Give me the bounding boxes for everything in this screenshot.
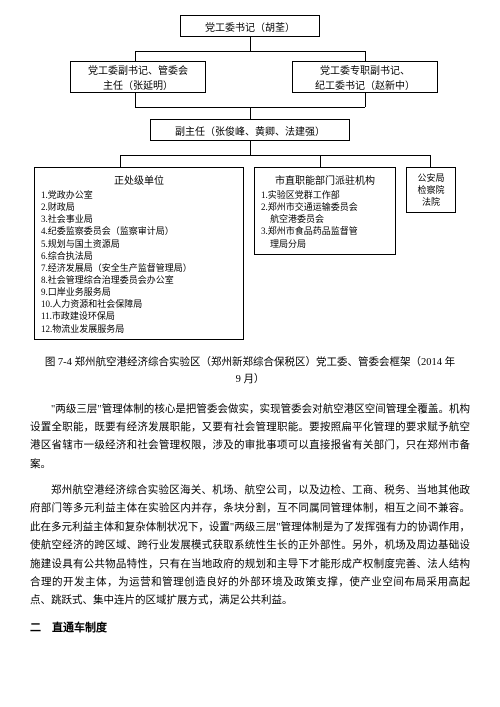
unit-item: 5.规划与国土资源局 [41,238,237,250]
unit-item: 3.社会事业局 [41,213,237,225]
connector [250,107,251,119]
figure-caption: 图 7-4 郑州航空港经济综合实验区（郑州新郑综合保税区）党工委、管委会框架（2… [30,355,470,389]
node-label-l2: 纪工委书记（赵新中） [315,77,415,92]
connector [430,155,431,167]
node-label: 党工委书记（胡荃） [205,19,295,34]
node-vice-director: 副主任（张俊峰、黄卿、法建强） [150,119,350,141]
connector [320,155,321,167]
unit-item: 9.口岸业务服务局 [41,286,237,298]
caption-line-2: 9 月） [236,374,265,385]
unit-item: 11.市政建设环保局 [41,310,237,322]
unit-item: 2.郑州市交通运输委员会 [261,201,389,213]
node-deputy-left: 党工委副书记、管委会 主任（张延明） [70,61,206,93]
unit-item: 1.实验区党群工作部 [261,189,389,201]
unit-item: 12.物流业发展服务局 [41,323,237,335]
node-secretary: 党工委书记（胡荃） [180,15,320,37]
unit-item: 4.纪委监察委员会（监察审计局） [41,225,237,237]
unit-item: 8.社会管理综合治理委员会办公室 [41,274,237,286]
node-units-dispatched: 市直职能部门派驻机构 1.实验区党群工作部 2.郑州市交通运输委员会 航空港委员… [254,167,396,255]
connector [250,141,251,155]
connector [365,51,366,61]
node-label-l2: 主任（张延明） [103,77,173,92]
unit-title: 市直职能部门派驻机构 [261,172,389,187]
unit-item: 航空港委员会 [261,213,389,225]
node-label-l1: 党工委专职副书记、 [320,62,410,77]
caption-line-1: 图 7-4 郑州航空港经济综合实验区（郑州新郑综合保税区）党工委、管委会框架（2… [45,357,455,368]
connector [120,155,121,167]
unit-item: 理局分局 [261,238,389,250]
body-paragraph-2: 郑州航空港经济综合实验区海关、机场、航空公司，以及边检、工商、税务、当地其他政府… [30,482,470,611]
node-deputy-right: 党工委专职副书记、 纪工委书记（赵新中） [292,61,438,93]
connector [135,93,136,107]
unit-title: 正处级单位 [41,172,237,187]
connector [120,155,430,156]
body-paragraph-1: "两级三层"管理体制的核心是把管委会做实，实现管委会对航空港区空间管理全覆盖。机… [30,401,470,475]
connector [135,51,136,61]
node-label: 副主任（张俊峰、黄卿、法建强） [175,123,325,138]
unit-item: 10.人力资源和社会保障局 [41,298,237,310]
connector [250,37,251,51]
section-heading: 二 直通车制度 [30,619,470,635]
unit-item: 6.综合执法局 [41,250,237,262]
connector [365,93,366,107]
unit-item: 法院 [413,196,449,208]
unit-item: 2.财政局 [41,201,237,213]
unit-item: 1.党政办公室 [41,189,237,201]
node-label-l1: 党工委副书记、管委会 [88,62,188,77]
unit-item: 7.经济发展局（安全生产监督管理局） [41,262,237,274]
node-units-divisional: 正处级单位 1.党政办公室 2.财政局 3.社会事业局 4.纪委监察委员会（监察… [34,167,244,340]
unit-item: 公安局 [413,172,449,184]
connector [135,51,365,52]
org-chart: 党工委书记（胡荃） 党工委副书记、管委会 主任（张延明） 党工委专职副书记、 纪… [30,15,470,345]
unit-item: 3.郑州市食品药品监督管 [261,225,389,237]
unit-item: 检察院 [413,184,449,196]
node-units-judicial: 公安局 检察院 法院 [406,167,456,213]
